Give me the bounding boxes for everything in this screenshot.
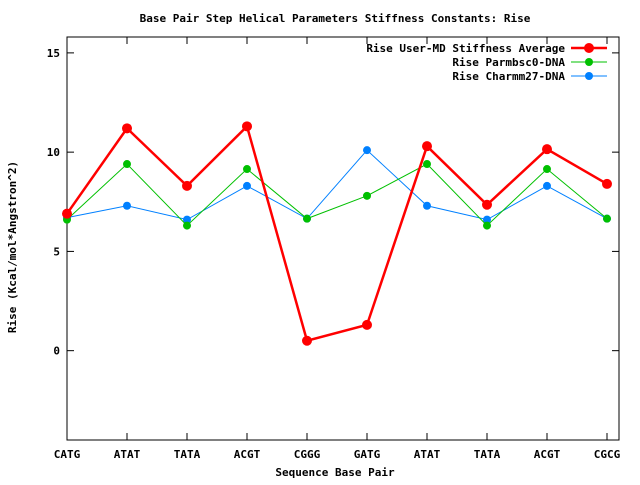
- data-point: [363, 146, 371, 155]
- series-group: [62, 121, 612, 346]
- x-tick-label: TATA: [174, 448, 201, 461]
- series-3: [63, 146, 611, 224]
- y-tick-label: 0: [53, 345, 60, 358]
- data-point: [302, 335, 312, 346]
- data-point: [123, 160, 131, 169]
- x-tick-label: CGGG: [294, 448, 321, 461]
- data-point: [242, 121, 252, 132]
- data-point: [183, 215, 191, 224]
- data-point: [482, 199, 492, 210]
- y-tick-label: 10: [47, 146, 60, 159]
- plot-frame: [66, 36, 620, 441]
- y-tick-label: 15: [47, 47, 60, 60]
- x-tick-label: ACGT: [234, 448, 261, 461]
- data-point: [423, 201, 431, 210]
- data-point: [603, 214, 611, 223]
- data-point: [543, 165, 551, 174]
- data-point: [243, 181, 251, 190]
- y-axis-label: Rise (Kcal/mol*Angstron^2): [6, 161, 19, 333]
- legend-swatch-marker: [585, 72, 593, 80]
- data-point: [122, 123, 132, 134]
- series-2: [63, 160, 611, 230]
- data-point: [362, 319, 372, 330]
- series-line: [66, 149, 608, 221]
- x-tick-label: ATAT: [414, 448, 441, 461]
- legend-label: Rise User-MD Stiffness Average: [366, 42, 565, 55]
- series-1: [62, 121, 612, 346]
- data-point: [123, 201, 131, 210]
- legend-label: Rise Parmbsc0-DNA: [452, 56, 565, 69]
- x-tick-label: GATG: [354, 448, 381, 461]
- x-tick-label: CATG: [54, 448, 81, 461]
- data-point: [243, 165, 251, 174]
- data-point: [602, 178, 612, 189]
- data-point: [62, 208, 72, 219]
- data-point: [483, 215, 491, 224]
- data-point: [423, 160, 431, 169]
- x-tick-label: TATA: [474, 448, 501, 461]
- data-point: [183, 221, 191, 230]
- x-tick-label: ATAT: [114, 448, 141, 461]
- legend-label: Rise Charmm27-DNA: [452, 70, 565, 83]
- chart-title: Base Pair Step Helical Parameters Stiffn…: [140, 12, 531, 25]
- data-point: [363, 191, 371, 200]
- y-tick-label: 5: [53, 245, 60, 258]
- data-point: [543, 181, 551, 190]
- data-point: [483, 221, 491, 230]
- x-tick-label: CGCG: [594, 448, 621, 461]
- legend-swatch-marker: [585, 58, 593, 66]
- data-point: [422, 141, 432, 152]
- data-point: [303, 214, 311, 223]
- legend-swatch-marker: [584, 43, 594, 53]
- x-tick-label: ACGT: [534, 448, 561, 461]
- data-point: [542, 144, 552, 155]
- axis-ticks: 0 5 10 15 CATG ATAT TATA ACGT CGGG GATG ATAT TATA AC…: [47, 37, 621, 461]
- series-line: [65, 123, 608, 343]
- series-line: [66, 163, 608, 227]
- x-axis-label: Sequence Base Pair: [275, 466, 395, 479]
- data-point: [182, 180, 192, 191]
